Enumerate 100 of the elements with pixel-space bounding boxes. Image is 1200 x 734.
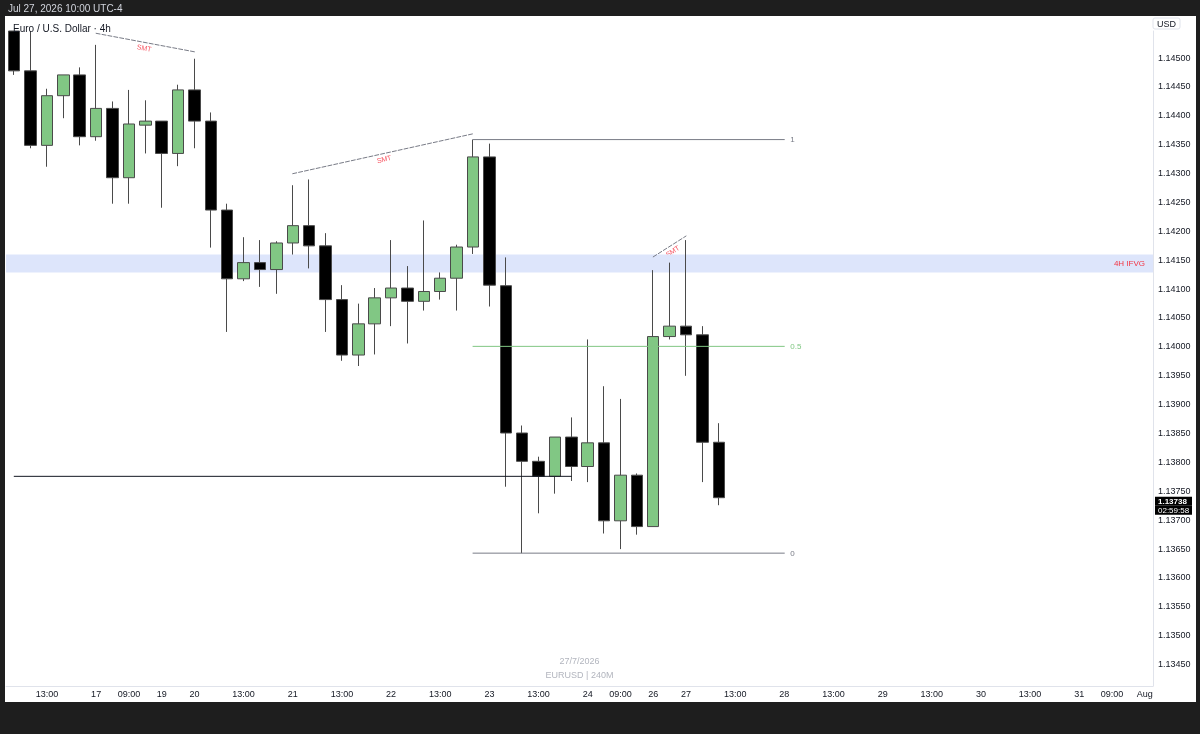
candlestick <box>500 256 512 488</box>
candlestick <box>467 139 479 255</box>
x-tick-label: 13:00 <box>822 688 845 699</box>
series-label: 0.5 <box>790 341 802 351</box>
x-tick-label: 09:00 <box>609 688 632 699</box>
x-tick-label: 26 <box>648 688 659 699</box>
y-tick-label: 1.13600 <box>1158 572 1191 583</box>
candlestick <box>188 58 201 149</box>
text: 1.13738 <box>1158 496 1188 506</box>
y-tick-label: 1.14300 <box>1158 168 1191 179</box>
y-tick-label: 1.14050 <box>1158 312 1191 323</box>
candlestick <box>90 44 102 142</box>
candlestick <box>24 30 37 149</box>
candlestick <box>401 265 414 344</box>
candlestick <box>696 325 709 483</box>
candlestick <box>663 262 676 340</box>
x-tick-label: 23 <box>484 688 495 699</box>
x-tick-label: 22 <box>386 688 397 699</box>
y-tick-label: 1.14400 <box>1158 110 1191 121</box>
candlestick <box>680 239 692 377</box>
candlestick <box>270 240 283 295</box>
candlestick <box>368 287 381 355</box>
candlestick <box>450 244 463 312</box>
candlestick <box>205 111 217 249</box>
y-tick-label: 1.13650 <box>1158 543 1191 554</box>
y-tick-label: 1.14200 <box>1158 225 1191 236</box>
x-tick-label: 13:00 <box>35 688 59 699</box>
x-tick-label: 17 <box>91 688 102 699</box>
candlestick <box>713 422 725 506</box>
candlestick <box>73 66 86 146</box>
x-tick-label: 30 <box>975 688 986 699</box>
x-tick-label: 24 <box>582 688 593 699</box>
x-tick-label: Aug <box>1136 688 1153 699</box>
annotation: 27/7/2026 <box>559 655 600 666</box>
candlestick <box>319 232 332 333</box>
candlestick <box>631 472 643 536</box>
candlestick <box>483 143 496 308</box>
candlestick <box>57 74 70 119</box>
y-tick-label: 1.13800 <box>1158 456 1191 467</box>
candlestick <box>549 436 561 495</box>
candlestick <box>123 89 135 205</box>
y-tick-label: 1.13850 <box>1158 428 1191 439</box>
x-tick-label: 13:00 <box>723 688 747 699</box>
candlestick <box>532 456 545 514</box>
x-tick-label: 21 <box>287 688 298 699</box>
x-tick-label: 13:00 <box>920 688 944 699</box>
x-tick-label: 13:00 <box>428 688 452 699</box>
text: 02:59:58 <box>1158 505 1190 515</box>
y-tick-label: 1.14150 <box>1158 254 1191 265</box>
band-label: 4H IFVG <box>1113 258 1145 268</box>
text: Jul 27, 2026 10:00 UTC-4 <box>8 2 123 14</box>
y-tick-label: 1.13700 <box>1158 514 1191 525</box>
y-tick-label: 1.13450 <box>1158 659 1191 670</box>
x-tick-label: 29 <box>877 688 888 699</box>
candlestick <box>221 203 233 333</box>
candlestick <box>172 84 184 167</box>
y-tick-label: 1.14500 <box>1158 52 1191 63</box>
candlestick <box>385 239 397 327</box>
candlestick <box>336 284 348 362</box>
y-tick-label: 1.14000 <box>1158 341 1191 352</box>
candlestick <box>8 30 20 76</box>
y-tick-label: 1.13550 <box>1158 601 1191 612</box>
candlestick <box>418 219 430 312</box>
y-tick-label: 1.13900 <box>1158 399 1191 410</box>
candlestick <box>303 178 315 269</box>
y-axis-title: USD <box>1157 18 1177 29</box>
y-tick-label: 1.14450 <box>1158 81 1191 92</box>
candlestick <box>106 100 119 205</box>
y-tick-label: 1.14350 <box>1158 139 1191 150</box>
x-tick-label: 19 <box>156 688 167 699</box>
candlestick <box>287 184 299 256</box>
candlestick <box>41 88 53 168</box>
x-tick-label: 09:00 <box>117 688 141 699</box>
x-tick-label: 13:00 <box>330 688 354 699</box>
x-tick-label: 31 <box>1074 688 1085 699</box>
candlestick <box>254 239 266 288</box>
candlestick <box>598 385 610 535</box>
candlestick <box>237 236 250 282</box>
candlestick <box>352 303 365 367</box>
y-tick-label: 1.13500 <box>1158 630 1191 641</box>
x-tick-label: 09:00 <box>1100 688 1124 699</box>
x-tick-label: 13:00 <box>527 688 550 699</box>
series-label: 1 <box>790 135 796 145</box>
candlestick <box>434 271 446 301</box>
y-tick-label: 1.14250 <box>1158 196 1191 207</box>
candlestick <box>516 425 528 554</box>
y-tick-label: 1.14100 <box>1158 283 1191 294</box>
candlestick <box>614 398 627 550</box>
y-tick-label: 1.13950 <box>1158 370 1191 381</box>
x-tick-label: 13:00 <box>232 688 255 699</box>
x-tick-label: 13:00 <box>1018 688 1042 699</box>
candlestick <box>139 99 152 154</box>
x-tick-label: 27 <box>681 688 692 699</box>
annotation: EURUSD | 240M <box>545 669 614 680</box>
y-tick-label: 1.13750 <box>1158 485 1191 496</box>
series-label: 0 <box>790 548 796 558</box>
candlestick <box>565 416 578 482</box>
candlestick <box>155 120 168 209</box>
x-tick-label: 20 <box>189 688 200 699</box>
chart-title: Euro / U.S. Dollar · 4h <box>13 22 111 34</box>
